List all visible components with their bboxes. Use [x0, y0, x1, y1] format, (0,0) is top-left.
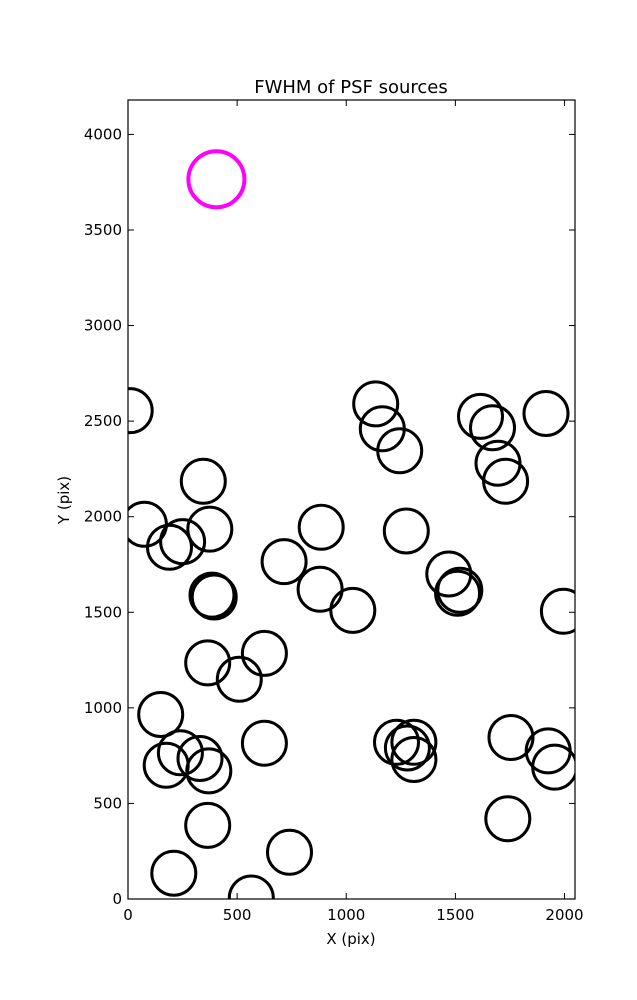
source-marker-0-8: [184, 639, 232, 687]
x-tick-label-0: 0: [123, 906, 133, 924]
markers: [128, 149, 575, 899]
source-marker-0-33: [185, 747, 233, 795]
source-marker-0-28: [539, 587, 575, 635]
plot-frame: [127, 99, 576, 900]
source-marker-0-42: [487, 714, 535, 761]
source-marker-0-39: [383, 724, 431, 772]
y-tick-label-8: 4000: [84, 125, 122, 143]
source-marker-0-27: [522, 390, 570, 437]
source-marker-0-40: [390, 718, 438, 766]
x-axis-label: X (pix): [326, 930, 375, 948]
source-marker-0-32: [176, 735, 224, 782]
y-axis-label: Y (pix): [55, 476, 73, 525]
y-tick-label-6: 3000: [84, 317, 122, 335]
source-marker-1-0: [186, 149, 247, 210]
source-marker-0-9: [215, 655, 263, 703]
source-marker-0-19: [382, 507, 430, 555]
source-marker-0-29: [137, 691, 185, 738]
source-marker-0-36: [227, 874, 275, 899]
source-marker-0-5: [186, 505, 234, 553]
source-marker-0-24: [469, 404, 516, 452]
source-marker-0-15: [329, 586, 377, 634]
source-marker-0-13: [296, 565, 344, 613]
source-marker-0-12: [260, 538, 308, 586]
x-axis: 0 500 1000 1500 2000: [123, 100, 584, 924]
y-tick-label-5: 2500: [84, 412, 122, 430]
source-marker-0-22: [436, 566, 484, 614]
plot-area: [127, 99, 576, 900]
source-marker-0-35: [150, 849, 198, 897]
y-tick-label-1: 500: [93, 794, 122, 812]
source-marker-0-18: [376, 427, 424, 475]
y-axis: 0 500 1000 1500 2000 2500 3000 3500 4000: [84, 125, 575, 908]
source-marker-0-4: [179, 457, 227, 505]
y-tick-label-3: 1500: [84, 603, 122, 621]
source-marker-0-0: [128, 387, 154, 435]
y-tick-label-2: 1000: [84, 699, 122, 717]
source-marker-0-10: [240, 629, 288, 677]
source-marker-0-21: [434, 569, 482, 617]
y-tick-label-7: 3500: [84, 221, 122, 239]
x-tick-label-2: 1000: [327, 906, 365, 924]
x-tick-label-4: 2000: [545, 906, 583, 924]
source-marker-0-14: [297, 503, 345, 551]
source-marker-0-16: [352, 380, 400, 428]
source-marker-0-31: [156, 729, 204, 777]
source-marker-0-37: [266, 828, 313, 876]
source-marker-0-7: [190, 573, 238, 621]
y-tick-label-4: 2000: [84, 508, 122, 526]
y-tick-label-0: 0: [112, 890, 122, 908]
chart-title: FWHM of PSF sources: [254, 77, 448, 98]
source-marker-0-11: [240, 719, 288, 767]
source-marker-0-34: [184, 801, 232, 849]
source-marker-0-26: [482, 457, 530, 505]
source-marker-0-3: [159, 518, 207, 566]
x-tick-label-1: 500: [223, 906, 252, 924]
source-marker-0-23: [457, 392, 504, 440]
source-marker-0-45: [531, 743, 575, 791]
source-marker-0-43: [484, 795, 532, 843]
source-marker-0-38: [373, 718, 420, 766]
source-marker-0-6: [188, 571, 236, 619]
x-tick-label-3: 1500: [436, 906, 474, 924]
source-marker-0-41: [390, 736, 438, 783]
